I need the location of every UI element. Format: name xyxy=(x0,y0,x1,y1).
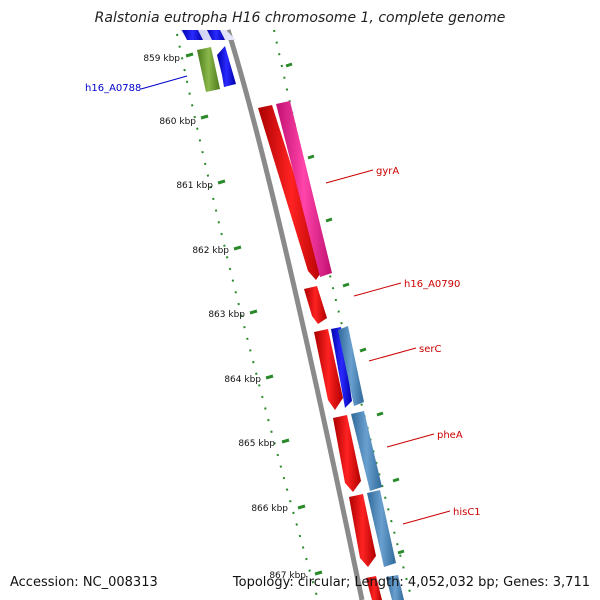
minor-ticks-right xyxy=(285,62,405,555)
coordinate-ticks xyxy=(185,52,323,576)
tick-label-859: 859 kbp xyxy=(143,54,180,64)
chromosome-backbone xyxy=(225,29,365,600)
gene-h16-A0788-olive xyxy=(197,47,220,92)
gene-label-h16-A0790[interactable]: h16_A0790 xyxy=(404,279,460,290)
gene-h16-A0790-red xyxy=(304,286,327,324)
map-title: Ralstonia eutropha H16 chromosome 1, com… xyxy=(94,10,506,26)
gene-top-blue-2 xyxy=(207,30,225,40)
tick-label-861: 861 kbp xyxy=(176,181,213,191)
gene-label-gyrA[interactable]: gyrA xyxy=(376,166,399,177)
gene-gyrA-red xyxy=(258,105,324,280)
gene-serC-red xyxy=(314,329,343,410)
gene-serC-blue xyxy=(331,327,352,408)
gene-gyrA-pink xyxy=(276,101,332,277)
tick-label-866: 866 kbp xyxy=(251,504,288,514)
gene-hisC1-steel xyxy=(367,490,396,567)
gene-pheA-red xyxy=(333,415,361,492)
gene-label-hisC1[interactable]: hisC1 xyxy=(453,507,481,518)
genome-summary-text: Topology: circular; Length: 4,052,032 bp… xyxy=(232,575,590,590)
tick-label-862: 862 kbp xyxy=(192,246,229,256)
gene-top-blue-1 xyxy=(182,30,203,40)
gene-bottom-red xyxy=(366,576,382,600)
tick-label-860: 860 kbp xyxy=(159,117,196,127)
gene-bottom-steel xyxy=(386,575,404,600)
tick-label-865: 865 kbp xyxy=(238,439,275,449)
gene-hisC1-red xyxy=(349,494,376,567)
accession-text: Accession: NC_008313 xyxy=(10,575,158,590)
tick-label-864: 864 kbp xyxy=(224,375,261,385)
gene-label-serC[interactable]: serC xyxy=(419,344,441,355)
gene-serC-steel xyxy=(338,326,364,406)
tick-label-867: 867 kbp xyxy=(269,571,306,581)
gene-label-pheA[interactable]: pheA xyxy=(437,430,463,441)
gene-pheA-steel xyxy=(351,411,382,491)
gene-label-h16-A0788[interactable]: h16_A0788 xyxy=(85,83,141,94)
tick-label-863: 863 kbp xyxy=(208,310,245,320)
gene-h16-A0788-blue xyxy=(217,46,236,87)
tick-ruler-left xyxy=(176,33,319,600)
label-leaders xyxy=(140,75,451,525)
